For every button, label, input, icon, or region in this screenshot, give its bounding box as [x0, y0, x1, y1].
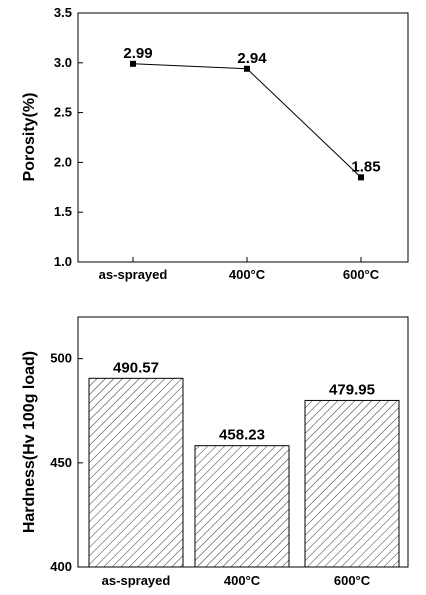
data-label: 1.85 — [351, 158, 380, 175]
y-tick-label: 400 — [50, 559, 72, 574]
bar — [194, 445, 290, 568]
y-tick-label: 450 — [50, 455, 72, 470]
data-label: 479.95 — [329, 381, 375, 398]
y-ticks: 400 450 500 — [50, 351, 83, 574]
data-label: 2.94 — [237, 50, 267, 67]
x-ticks: as-sprayed 400°C 600°C — [99, 257, 380, 282]
plot-frame — [77, 12, 409, 263]
y-tick-label: 1.0 — [54, 254, 72, 269]
y-tick-label: 3.0 — [54, 55, 72, 70]
data-label: 458.23 — [219, 427, 265, 444]
porosity-series: 2.99 2.94 1.85 — [123, 45, 381, 181]
hardness-bars: 490.57 458.23 479.95 — [88, 359, 400, 568]
data-point — [244, 65, 250, 72]
porosity-chart: Porosity(%) 1.0 1.5 2.0 2.5 3.0 3.5 as-spraye… — [21, 5, 409, 282]
y-ticks: 1.0 1.5 2.0 2.5 3.0 3.5 — [54, 5, 83, 269]
x-tick-label: as-sprayed — [99, 267, 168, 282]
bar — [304, 399, 400, 568]
x-tick-label: 600°C — [343, 267, 380, 282]
x-tick-label: 400°C — [229, 267, 266, 282]
y-axis-label: Hardness(Hv 100g load) — [21, 351, 38, 533]
data-point — [130, 60, 136, 67]
y-tick-label: 2.0 — [54, 154, 72, 169]
hardness-chart: Hardness(Hv 100g load) 400 450 500 as-spra… — [21, 316, 409, 588]
x-ticks: as-sprayed 400°C 600°C — [102, 573, 371, 588]
x-tick-label: 600°C — [334, 573, 371, 588]
y-tick-label: 1.5 — [54, 204, 72, 219]
series-line — [132, 63, 362, 178]
y-axis-label: Porosity(%) — [21, 93, 38, 182]
data-point — [358, 174, 364, 181]
x-tick-label: as-sprayed — [102, 573, 171, 588]
y-tick-label: 2.5 — [54, 105, 72, 120]
x-tick-label: 400°C — [224, 573, 261, 588]
data-label: 490.57 — [113, 359, 159, 376]
y-tick-label: 500 — [50, 351, 72, 366]
data-label: 2.99 — [123, 45, 152, 62]
y-tick-label: 3.5 — [54, 5, 72, 20]
bar — [88, 377, 184, 568]
